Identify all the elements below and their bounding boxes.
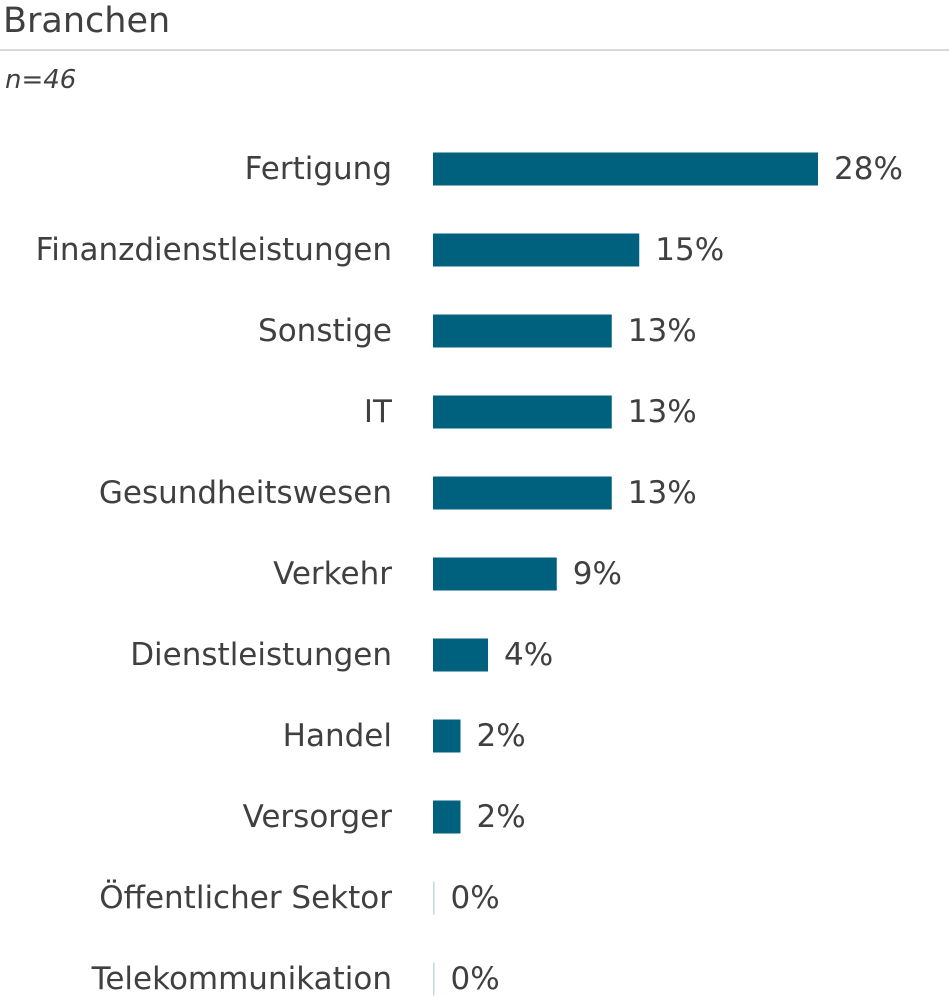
category-label-handel: Handel: [283, 718, 392, 754]
bar-sonstige: [433, 314, 612, 348]
bar-telekommunikation: [433, 962, 435, 996]
category-label-offentlicher-sektor: Öffentlicher Sektor: [99, 879, 392, 916]
category-label-versorger: Versorger: [243, 799, 393, 835]
value-label-telekommunikation: 0%: [451, 961, 500, 997]
value-label-dienstleistungen: 4%: [504, 637, 553, 673]
category-label-fertigung: Fertigung: [245, 151, 392, 187]
bar-versorger: [433, 800, 461, 834]
bar-fertigung: [433, 152, 818, 186]
value-label-finanzdienstleistungen: 15%: [655, 232, 724, 268]
value-label-gesundheitswesen: 13%: [628, 475, 697, 511]
chart-title: Branchen: [3, 1, 171, 41]
category-label-verkehr: Verkehr: [273, 556, 392, 592]
value-label-it: 13%: [628, 394, 697, 430]
category-label-dienstleistungen: Dienstleistungen: [130, 637, 392, 673]
value-label-fertigung: 28%: [834, 151, 903, 187]
bar-offentlicher-sektor: [433, 881, 435, 915]
value-label-offentlicher-sektor: 0%: [451, 880, 500, 916]
value-label-sonstige: 13%: [628, 313, 697, 349]
bar-handel: [433, 719, 461, 753]
title-divider: [0, 49, 949, 51]
category-label-sonstige: Sonstige: [258, 313, 392, 349]
bar-verkehr: [433, 557, 557, 591]
category-label-telekommunikation: Telekommunikation: [91, 961, 392, 997]
category-label-it: IT: [364, 394, 393, 430]
sample-size-note: n=46: [5, 65, 77, 95]
bar-gesundheitswesen: [433, 476, 612, 510]
category-label-finanzdienstleistungen: Finanzdienstleistungen: [36, 232, 392, 268]
value-label-versorger: 2%: [477, 799, 526, 835]
bar-finanzdienstleistungen: [433, 233, 640, 267]
category-label-gesundheitswesen: Gesundheitswesen: [99, 475, 392, 511]
bar-it: [433, 395, 612, 429]
bar-dienstleistungen: [433, 638, 488, 672]
value-label-handel: 2%: [477, 718, 526, 754]
value-label-verkehr: 9%: [573, 556, 622, 592]
